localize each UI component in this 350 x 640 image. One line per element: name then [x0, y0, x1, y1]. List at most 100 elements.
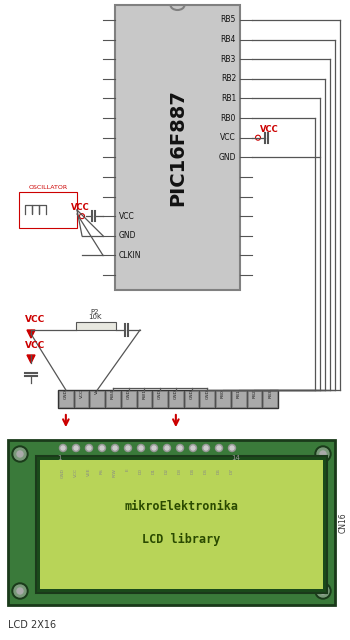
Text: GND: GND — [61, 468, 65, 478]
Bar — [247, 391, 261, 407]
Circle shape — [178, 446, 182, 450]
Text: GND: GND — [127, 389, 131, 399]
Text: GND: GND — [119, 231, 136, 240]
Text: PIC16F887: PIC16F887 — [168, 89, 187, 206]
Circle shape — [126, 446, 130, 450]
Circle shape — [163, 445, 170, 451]
Circle shape — [12, 446, 28, 462]
Text: VEE: VEE — [87, 468, 91, 477]
Circle shape — [315, 446, 331, 462]
Text: RB5: RB5 — [220, 15, 236, 24]
Text: LCD library: LCD library — [142, 533, 221, 546]
Bar — [201, 391, 214, 407]
Text: GND: GND — [64, 389, 68, 399]
Circle shape — [230, 446, 234, 450]
Circle shape — [17, 588, 23, 594]
Text: D3: D3 — [178, 468, 182, 474]
Circle shape — [203, 445, 210, 451]
Bar — [138, 391, 151, 407]
Text: VCC: VCC — [119, 212, 135, 221]
Circle shape — [12, 583, 28, 599]
Bar — [76, 322, 116, 330]
Text: GND: GND — [158, 389, 162, 399]
Text: VCC: VCC — [74, 468, 78, 477]
Bar — [122, 391, 135, 407]
Circle shape — [60, 445, 66, 451]
Bar — [19, 192, 77, 228]
Text: D1: D1 — [152, 468, 156, 474]
Text: D0: D0 — [139, 468, 143, 474]
Circle shape — [320, 451, 326, 457]
Text: RB2: RB2 — [252, 389, 257, 397]
Bar — [232, 391, 246, 407]
Circle shape — [113, 446, 117, 450]
Circle shape — [317, 448, 329, 460]
Text: RB3: RB3 — [268, 389, 272, 397]
Circle shape — [216, 445, 223, 451]
Text: E: E — [126, 468, 130, 471]
Circle shape — [152, 446, 156, 450]
Text: RB0: RB0 — [220, 113, 236, 123]
Circle shape — [87, 446, 91, 450]
Text: RB1: RB1 — [237, 389, 241, 397]
Text: GND: GND — [205, 389, 209, 399]
Circle shape — [72, 445, 79, 451]
Text: LCD 2X16: LCD 2X16 — [8, 620, 56, 630]
Circle shape — [189, 445, 196, 451]
Text: RB4: RB4 — [220, 35, 236, 44]
Text: VCC: VCC — [220, 133, 236, 142]
Polygon shape — [27, 355, 35, 363]
Circle shape — [98, 445, 105, 451]
Text: mikroElektronika: mikroElektronika — [125, 500, 238, 513]
Bar — [40, 460, 323, 589]
Text: 10K: 10K — [88, 314, 102, 320]
Text: GND: GND — [174, 389, 178, 399]
Bar — [115, 5, 240, 290]
Circle shape — [112, 445, 119, 451]
Text: CN16: CN16 — [338, 512, 348, 533]
Circle shape — [17, 451, 23, 457]
Text: CLKIN: CLKIN — [119, 251, 141, 260]
Text: D2: D2 — [165, 468, 169, 474]
Circle shape — [315, 583, 331, 599]
Text: RB1: RB1 — [221, 94, 236, 103]
Text: 1: 1 — [57, 455, 61, 461]
Text: D5: D5 — [204, 468, 208, 474]
Circle shape — [139, 446, 143, 450]
Circle shape — [320, 588, 326, 594]
Text: VCC: VCC — [79, 389, 84, 398]
Text: GND: GND — [218, 153, 236, 162]
Text: RS: RS — [100, 468, 104, 474]
Bar — [36, 456, 327, 593]
Bar — [59, 391, 73, 407]
Circle shape — [61, 446, 65, 450]
Circle shape — [191, 446, 195, 450]
Text: OSCILLATOR: OSCILLATOR — [28, 185, 68, 190]
Circle shape — [204, 446, 208, 450]
Circle shape — [176, 445, 183, 451]
Bar — [169, 391, 183, 407]
Circle shape — [125, 445, 132, 451]
Bar — [75, 391, 89, 407]
Text: R/W: R/W — [113, 468, 117, 477]
Circle shape — [229, 445, 236, 451]
Text: RW4: RW4 — [111, 389, 115, 399]
Circle shape — [150, 445, 158, 451]
Text: RB3: RB3 — [220, 55, 236, 64]
Bar — [90, 391, 104, 407]
Bar — [8, 440, 335, 605]
Bar — [58, 390, 278, 408]
Bar — [263, 391, 277, 407]
Circle shape — [165, 446, 169, 450]
Circle shape — [138, 445, 145, 451]
Text: VCC: VCC — [25, 316, 45, 324]
Text: RB0: RB0 — [221, 389, 225, 397]
Circle shape — [74, 446, 78, 450]
Text: 14: 14 — [232, 455, 240, 461]
Text: Vo: Vo — [95, 389, 99, 394]
Text: D6: D6 — [217, 468, 221, 474]
Text: RB2: RB2 — [221, 74, 236, 83]
Text: D4: D4 — [191, 468, 195, 474]
Text: VCC: VCC — [25, 340, 45, 349]
Text: VCC: VCC — [260, 125, 279, 134]
